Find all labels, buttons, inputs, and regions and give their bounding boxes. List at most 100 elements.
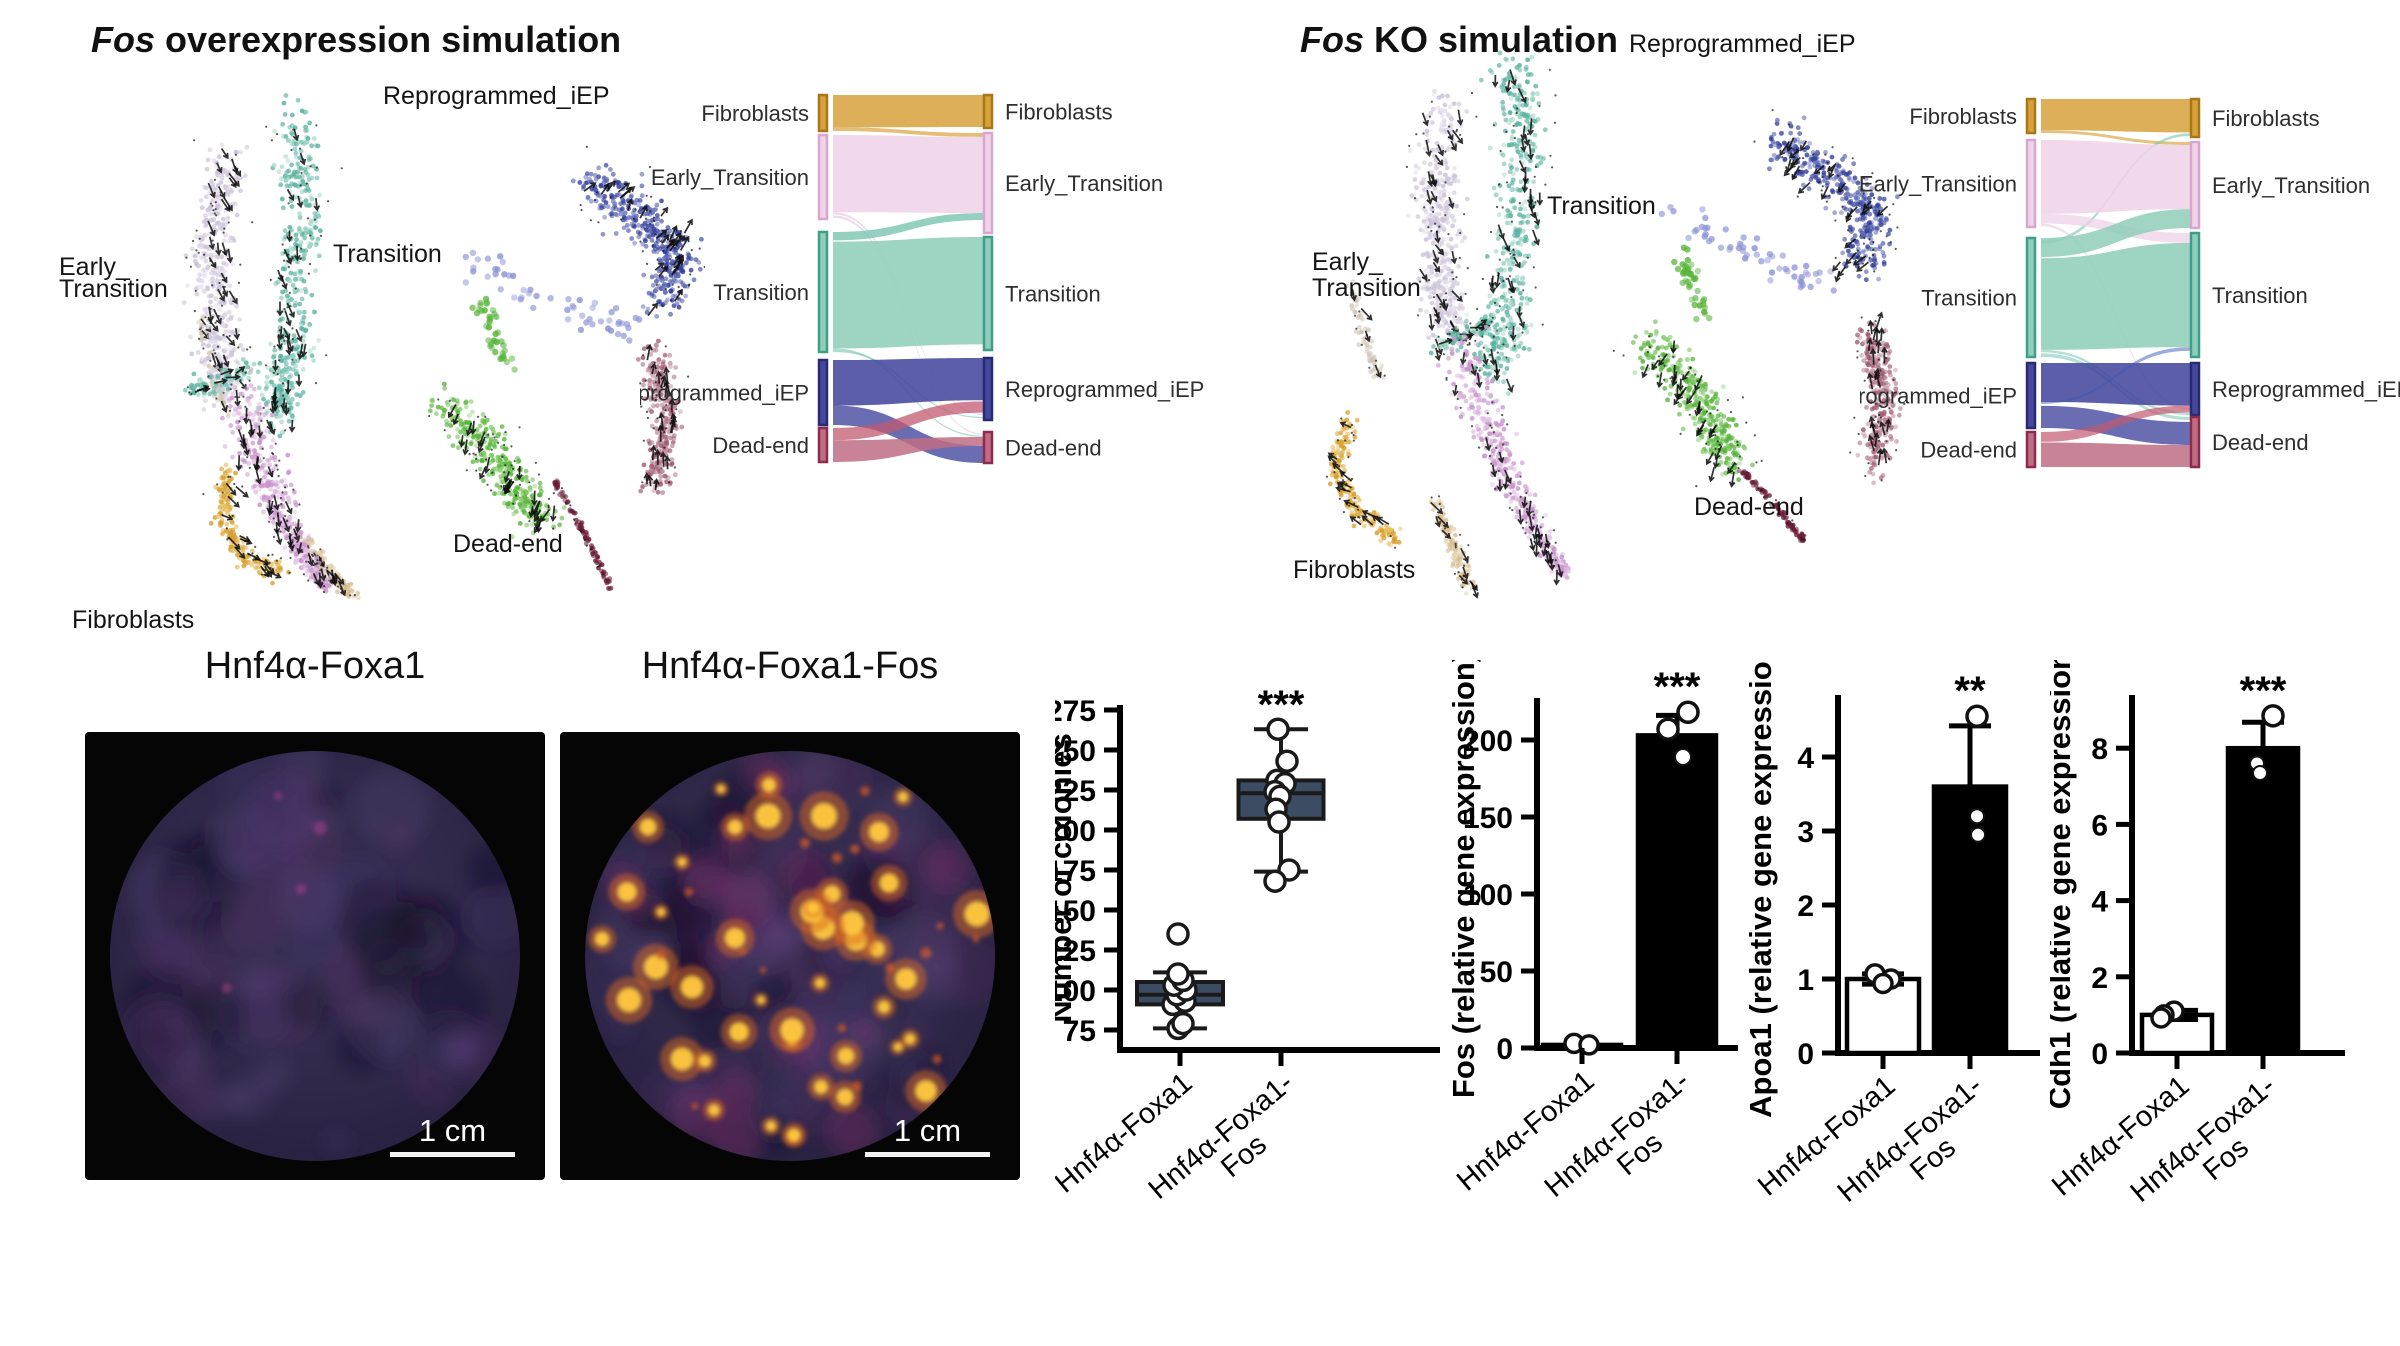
cluster-tealarm	[183, 357, 263, 399]
sankey-label-left-tr: Transition	[713, 280, 809, 305]
cluster-blue	[1753, 109, 1900, 283]
sankey-flow-rep-rep	[833, 358, 984, 406]
data-point	[1969, 808, 1985, 825]
significance-stars: **	[1954, 669, 1986, 713]
cluster-green	[1612, 319, 1763, 488]
cluster-rose	[635, 338, 690, 495]
sankey-label-right-rep: Reprogrammed_iEP	[1005, 377, 1204, 402]
sankey-flow-et-et	[833, 135, 984, 213]
sankey-node-right-tr	[2189, 231, 2201, 359]
cluster-label: Dead-end	[1694, 493, 1804, 521]
data-point	[1872, 972, 1894, 995]
cluster-maroon	[552, 478, 614, 591]
y-axis-label: Cdh1 (relative gene expression)	[2050, 660, 2077, 1109]
y-tick-label: 200	[1463, 725, 1513, 758]
sankey-fos-overexpression: Fibroblasts Fibroblasts Early_Transition Ea…	[640, 93, 1204, 465]
bar	[1931, 784, 2009, 1056]
data-point	[2252, 764, 2268, 781]
scalebar-line	[390, 1152, 515, 1157]
sankey-node-left-tr	[2025, 236, 2037, 359]
sankey-label-left-de: Dead-end	[1920, 438, 2017, 463]
dish-image-hnf4a-foxa1-fos	[560, 732, 1020, 1180]
sankey-flow-et-et	[2041, 140, 2191, 214]
sankey-label-left-et: Early_Transition	[1860, 172, 2017, 197]
y-tick-label: 3	[1797, 816, 1814, 849]
sankey-label-left-fib: Fibroblasts	[701, 101, 809, 126]
y-tick-label: 4	[1797, 742, 1814, 775]
cluster-teal	[245, 93, 343, 439]
sankey-flow-tr-et	[2041, 209, 2191, 257]
data-point	[1263, 869, 1287, 893]
cluster-label: Reprogrammed_iEP	[1629, 30, 1856, 58]
scalebar-label: 1 cm	[893, 1113, 962, 1148]
data-point	[1965, 704, 1989, 729]
cluster-label: Fibroblasts	[1293, 556, 1415, 584]
data-point	[1267, 810, 1291, 834]
cluster-orchid	[220, 367, 333, 594]
sankey-label-left-tr: Transition	[1921, 286, 2017, 311]
sankey-flow-fib-fib	[2041, 99, 2191, 133]
sankey-node-left-de	[817, 426, 829, 464]
cluster-rose	[1849, 311, 1906, 486]
sankey-flow-de-rep	[2041, 405, 2191, 442]
y-tick-label: 2	[1797, 890, 1814, 923]
sankey-label-right-rep: Reprogrammed_iEP	[2212, 377, 2400, 402]
significance-stars: ***	[1654, 665, 1701, 709]
sankey-label-right-tr: Transition	[2212, 283, 2308, 308]
sankey-label-left-fib: Fibroblasts	[1909, 104, 2017, 129]
sankey-label-right-et: Early_Transition	[2212, 173, 2370, 198]
data-point	[1656, 717, 1680, 741]
sankey-flow-fib-fib	[833, 95, 984, 128]
cluster-label: Dead-end	[453, 530, 563, 558]
sankey-node-left-fib	[817, 93, 829, 133]
y-tick-label: 75	[1063, 1015, 1096, 1048]
scalebar-line	[865, 1152, 990, 1157]
sankey-label-right-de: Dead-end	[1005, 436, 1102, 461]
scalebar-label: 1 cm	[418, 1113, 487, 1148]
cluster-orchid	[1434, 324, 1572, 586]
sankey-label-left-de: Dead-end	[712, 433, 809, 458]
cluster-label: Reprogrammed_iEP	[383, 82, 610, 110]
cluster-lavender	[181, 139, 254, 420]
sankey-flow-rep-rep	[2041, 363, 2191, 406]
sankey-node-left-de	[2025, 430, 2037, 469]
y-tick-label: 50	[1480, 956, 1513, 989]
y-axis-label: Apoa1 (relative gene expression)	[1745, 660, 1778, 1118]
cluster-label: Transition	[59, 275, 168, 303]
y-tick-label: 200	[1055, 815, 1096, 848]
data-point	[1275, 749, 1299, 773]
sankey-fos-ko: Fibroblasts Fibroblasts Early_Transition Ea…	[1860, 97, 2400, 469]
cluster-peri	[1658, 204, 1837, 294]
y-axis-label: Number of colonies	[1055, 733, 1078, 1022]
y-tick-label: 8	[2091, 733, 2108, 766]
sankey-node-left-fib	[2025, 97, 2037, 135]
dish-image-hnf4a-foxa1	[85, 732, 545, 1180]
sankey-node-right-fib	[982, 93, 994, 130]
sankey-node-left-et	[817, 133, 829, 221]
significance-stars: ***	[2240, 669, 2287, 713]
data-point	[1171, 1011, 1195, 1036]
dish-svg	[110, 751, 520, 1161]
cluster-green	[427, 381, 567, 540]
y-tick-label: 1	[1797, 964, 1814, 997]
sankey-node-right-et	[982, 131, 994, 235]
sankey-flow-rep-de	[833, 405, 984, 463]
y-tick-label: 6	[2091, 809, 2108, 842]
cluster-label: Fibroblasts	[72, 606, 194, 634]
boxplot-number-of-colonies: 75 100 125 150 175 200 225 250 275 Number of colo…	[1055, 683, 1440, 1206]
cluster-lavender	[1405, 88, 1479, 357]
cluster-maroon	[1737, 466, 1807, 543]
dish-texture	[118, 751, 520, 1159]
sankey-node-right-de	[982, 430, 994, 465]
data-point	[1970, 826, 1986, 843]
sankey-flow-de-de	[833, 437, 984, 462]
y-tick-label: 0	[1496, 1033, 1513, 1066]
sankey-flow-rep-tr	[2041, 347, 2191, 404]
cluster-label: Early_	[1312, 248, 1384, 276]
umap-velocity-fos-ko: Fos KO simulation Reprogrammed_iEP Transit…	[1293, 19, 1906, 599]
sankey-flow-tr-tr	[2041, 242, 2191, 350]
y-tick-label: 275	[1055, 695, 1096, 728]
